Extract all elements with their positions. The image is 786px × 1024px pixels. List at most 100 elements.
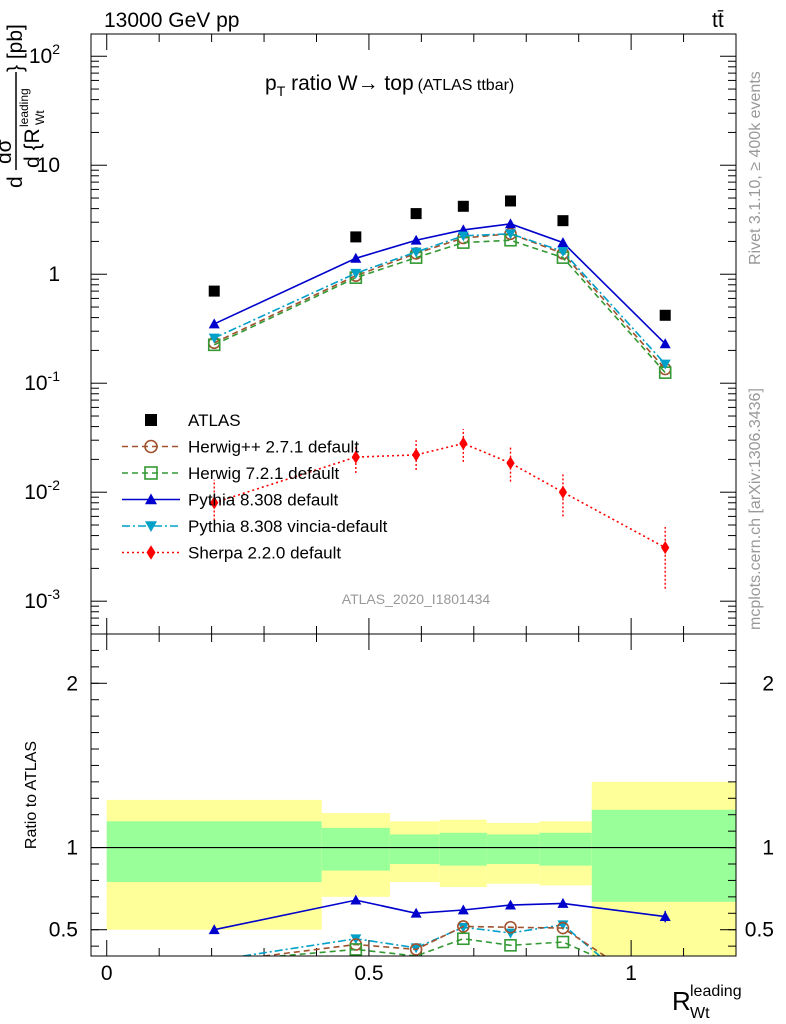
legend-label: Herwig++ 2.7.1 default: [188, 438, 359, 457]
ratio-point: [557, 897, 569, 908]
series-line: [213, 223, 666, 345]
data-point: [661, 541, 670, 555]
legend-label: ATLAS: [188, 411, 241, 430]
ratio-point: [349, 943, 363, 956]
y-tick-label: 10: [37, 154, 60, 177]
legend-marker: [145, 493, 157, 505]
ratio-series-3: [279, 932, 595, 956]
svg-text:R: R: [672, 986, 691, 1016]
ratio-point: [505, 899, 517, 910]
ratio-point: [457, 932, 470, 946]
series-line: [213, 232, 666, 370]
uncertainty-band-green: [591, 809, 736, 902]
data-point: [659, 309, 671, 321]
data-point: [350, 231, 362, 243]
svg-text:leading: leading: [690, 983, 742, 1000]
y-tick-label: 10-2: [24, 477, 60, 504]
ratio-line: [263, 925, 606, 956]
series-line: [213, 232, 666, 365]
uncertainty-band-green: [539, 832, 592, 866]
energy-label: 13000 GeV pp: [104, 9, 239, 32]
ratio-y-label: Ratio to ATLAS: [23, 741, 40, 849]
mcplots-label: mcplots.cern.ch [arXiv:1306.3436]: [747, 388, 764, 630]
process-label: tt̄: [712, 9, 724, 32]
svg-text:fid: fid: [0, 123, 1, 136]
svg-text:Wt: Wt: [33, 110, 47, 125]
rivet-label: Rivet 3.1.10, ≥ 400k events: [747, 71, 764, 265]
ratio-point: [556, 921, 570, 935]
ratio-y-tick-label: 1: [66, 837, 78, 860]
svg-text:dσ: dσ: [0, 139, 16, 164]
legend-entry: Herwig++ 2.7.1 default: [122, 438, 359, 457]
legend-entry: ATLAS: [145, 411, 241, 430]
data-point: [350, 268, 362, 279]
ratio-frame: [90, 633, 737, 957]
uncertainty-band-green: [389, 834, 440, 864]
y-tick-label: 10-3: [24, 586, 60, 613]
data-point: [659, 359, 671, 370]
ratio-point: [659, 911, 671, 921]
ratio-point: [410, 907, 422, 918]
data-point: [410, 234, 422, 245]
ratio-point: [350, 894, 362, 905]
y-tick-label: 102: [29, 41, 60, 68]
legend-entry: Pythia 8.308 default: [122, 491, 339, 510]
ratio-y-tick-label-right: 0.5: [745, 919, 774, 942]
svg-text:Wt: Wt: [690, 1005, 710, 1022]
uncertainty-band-green: [321, 827, 390, 871]
data-point: [505, 218, 517, 229]
data-point: [208, 333, 220, 344]
legend-label: Sherpa 2.2.0 default: [188, 544, 341, 563]
ratio-point: [457, 920, 470, 933]
ratio-point: [556, 935, 570, 949]
ratio-series-0: [208, 894, 671, 935]
data-point: [411, 448, 421, 462]
ratio-point: [504, 920, 517, 934]
legend-label: Pythia 8.308 vincia-default: [188, 517, 388, 536]
data-point: [410, 208, 422, 220]
uncertainty-band-green: [106, 821, 322, 883]
data-point: [505, 229, 517, 240]
y-tick-label: 1: [48, 263, 60, 286]
data-point: [506, 456, 515, 470]
ratio-y-tick-label-right: 2: [762, 672, 774, 695]
main-panel: 10-3 10-2 10-1 1 10 102: [24, 34, 737, 635]
uncertainty-band-green: [486, 834, 540, 864]
legend: ATLAS Herwig++ 2.7.1 default Herwig 7.2.1 …: [122, 411, 388, 563]
data-point: [557, 246, 569, 257]
data-point: [351, 450, 360, 464]
ratio-point: [504, 939, 517, 952]
legend-label: Pythia 8.308 default: [188, 491, 339, 510]
svg-text:} [pb]: } [pb]: [4, 24, 27, 72]
ratio-point: [410, 943, 422, 954]
y-axis-label: d dσ fid d {R leading Wt } [pb]: [0, 24, 47, 188]
series-2: [207, 233, 672, 379]
series-line: [213, 239, 666, 374]
data-point: [459, 436, 468, 451]
data-point: [457, 231, 469, 242]
ratio-point: [208, 924, 220, 935]
series-5: [210, 429, 670, 589]
legend-marker: [144, 439, 158, 454]
data-point: [208, 285, 220, 297]
ratio-point: [457, 904, 469, 915]
analysis-watermark: ATLAS_2020_I1801434: [342, 591, 491, 607]
data-point: [457, 200, 469, 212]
legend-label: Herwig 7.2.1 default: [188, 464, 339, 483]
x-tick-label: 1: [625, 962, 637, 985]
svg-text:d: d: [4, 176, 27, 188]
legend-marker: [144, 466, 158, 480]
legend-entry: Pythia 8.308 vincia-default: [122, 517, 388, 536]
x-axis-label: R leading Wt: [672, 983, 742, 1022]
x-tick-label: 0: [101, 962, 113, 985]
data-point: [505, 195, 517, 207]
data-point: [208, 318, 220, 329]
ratio-point: [409, 943, 423, 956]
ratio-panel: 0.5 0.5 1 1 2 2 0 0.5 1: [49, 634, 774, 985]
x-tick-label: 0.5: [354, 962, 383, 985]
legend-entry: Herwig 7.2.1 default: [122, 464, 339, 483]
legend-marker: [145, 414, 157, 426]
data-point: [210, 496, 219, 510]
series-4: [208, 229, 671, 370]
